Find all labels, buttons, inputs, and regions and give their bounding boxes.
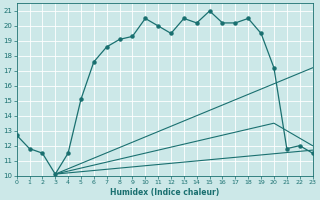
X-axis label: Humidex (Indice chaleur): Humidex (Indice chaleur) [110, 188, 219, 197]
